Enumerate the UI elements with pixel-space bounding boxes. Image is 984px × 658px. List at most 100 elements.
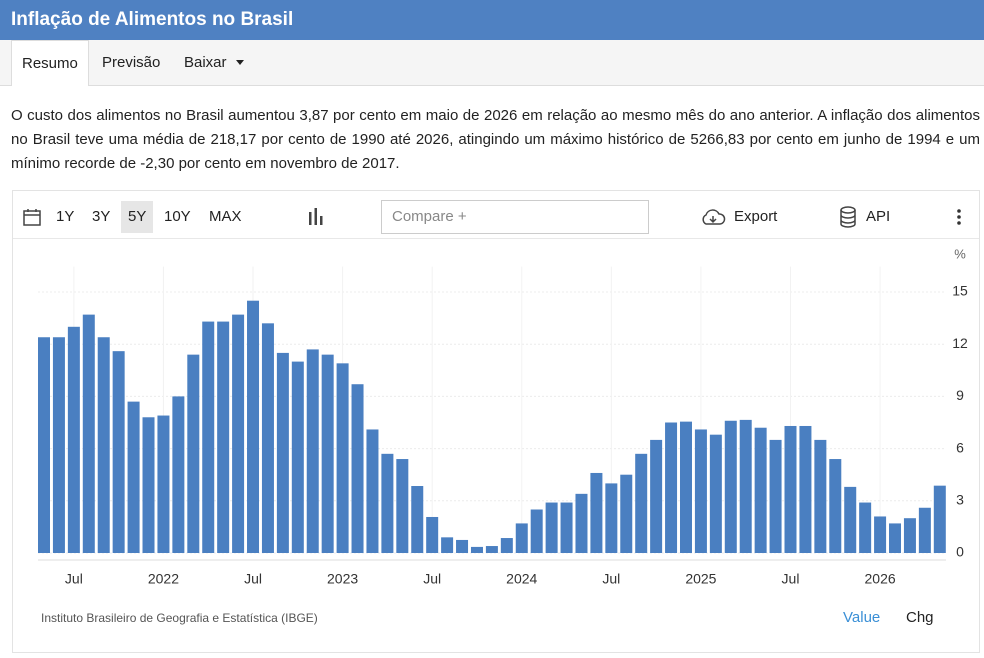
- bar: [859, 502, 872, 553]
- bar: [306, 349, 319, 553]
- bar: [38, 337, 50, 553]
- bar: [112, 351, 125, 553]
- bar: [679, 421, 692, 553]
- y-tick-label: 9: [956, 387, 964, 403]
- bar: [530, 509, 543, 553]
- range-button[interactable]: 1Y: [56, 208, 75, 225]
- bar: [485, 546, 498, 553]
- y-tick-label: 3: [956, 492, 964, 508]
- bar: [665, 422, 678, 553]
- bar: [82, 314, 95, 553]
- chart: % 0 3 6 9 12 15 Jul 2022 Jul 2023 Jul 2024 Jul 2025 Ju…: [38, 246, 968, 587]
- menu-icon[interactable]: [954, 208, 964, 226]
- bar: [874, 516, 887, 553]
- bar: [500, 538, 513, 553]
- tab[interactable]: Resumo: [11, 40, 89, 86]
- export-icon: [702, 209, 726, 225]
- range-button[interactable]: 3Y: [92, 208, 111, 225]
- calendar-icon[interactable]: [22, 207, 42, 227]
- y-tick-label: 0: [956, 544, 964, 560]
- api-icon: [840, 206, 856, 228]
- unit-label: %: [954, 246, 966, 261]
- bar: [127, 401, 140, 553]
- y-tick-label: 12: [952, 335, 968, 351]
- chg-toggle[interactable]: Chg: [906, 609, 934, 626]
- chart-type-icon[interactable]: [306, 207, 326, 227]
- x-tick-label: 2022: [148, 571, 179, 587]
- bar: [172, 396, 185, 553]
- bar: [694, 429, 707, 553]
- x-tick-label: 2025: [685, 571, 716, 587]
- x-tick-label: Jul: [244, 571, 262, 587]
- bar: [903, 518, 916, 553]
- bar: [709, 434, 722, 553]
- bar: [814, 439, 827, 553]
- bar: [381, 453, 394, 553]
- bar: [889, 523, 902, 553]
- bar: [784, 425, 797, 553]
- bar: [456, 539, 469, 553]
- bar: [351, 384, 364, 553]
- bar: [620, 474, 633, 553]
- x-tick-label: Jul: [782, 571, 800, 587]
- bar: [844, 486, 857, 553]
- bar: [366, 429, 379, 553]
- bar: [605, 483, 618, 553]
- bar: [799, 425, 812, 553]
- summary-text: O custo dos alimentos no Brasil aumentou…: [11, 107, 980, 172]
- bar: [739, 419, 752, 553]
- api-button[interactable]: API: [866, 208, 891, 225]
- bar: [650, 439, 663, 553]
- bar: [97, 337, 110, 553]
- bar: [933, 485, 946, 553]
- x-tick-label: Jul: [602, 571, 620, 587]
- bar: [157, 415, 170, 553]
- bar: [396, 459, 409, 553]
- bar: [411, 486, 424, 553]
- bar: [918, 507, 931, 553]
- x-tick-label: 2023: [327, 571, 358, 587]
- bar: [545, 502, 558, 553]
- bar: [769, 439, 782, 553]
- bar: [247, 300, 260, 553]
- bar: [426, 516, 439, 553]
- compare-input[interactable]: Compare +: [381, 200, 649, 234]
- bar: [515, 523, 528, 553]
- bar: [261, 323, 274, 553]
- bar: [52, 337, 65, 553]
- bar: [829, 459, 842, 553]
- bar: [754, 427, 767, 553]
- bar: [217, 321, 230, 553]
- bar: [441, 537, 454, 553]
- y-tick-label: 6: [956, 439, 964, 455]
- bar: [575, 493, 588, 553]
- tab[interactable]: Baixar: [184, 54, 227, 71]
- bar: [321, 354, 334, 553]
- bar: [470, 546, 483, 553]
- source: Instituto Brasileiro de Geografia e Esta…: [41, 611, 318, 625]
- chart-panel: [12, 190, 980, 653]
- bar: [232, 314, 245, 553]
- value-toggle[interactable]: Value: [843, 609, 881, 626]
- tab-bar: Resumo Previsão Baixar: [0, 40, 984, 86]
- bar: [187, 354, 200, 553]
- bar: [67, 326, 80, 553]
- bar: [635, 453, 648, 553]
- bar: [202, 321, 215, 553]
- range-button[interactable]: 10Y: [164, 208, 191, 225]
- x-tick-label: 2024: [506, 571, 537, 587]
- bar: [291, 361, 304, 553]
- toolbar-divider: [13, 238, 979, 239]
- tab[interactable]: Previsão: [102, 54, 161, 71]
- bar: [276, 352, 289, 553]
- range-button[interactable]: MAX: [209, 208, 242, 225]
- y-tick-label: 15: [952, 283, 968, 299]
- export-button[interactable]: Export: [734, 208, 778, 225]
- bar: [336, 363, 349, 553]
- x-tick-label: Jul: [65, 571, 83, 587]
- x-tick-label: Jul: [423, 571, 441, 587]
- range-button[interactable]: 5Y: [121, 201, 154, 233]
- bar: [560, 502, 573, 553]
- bar: [590, 472, 603, 553]
